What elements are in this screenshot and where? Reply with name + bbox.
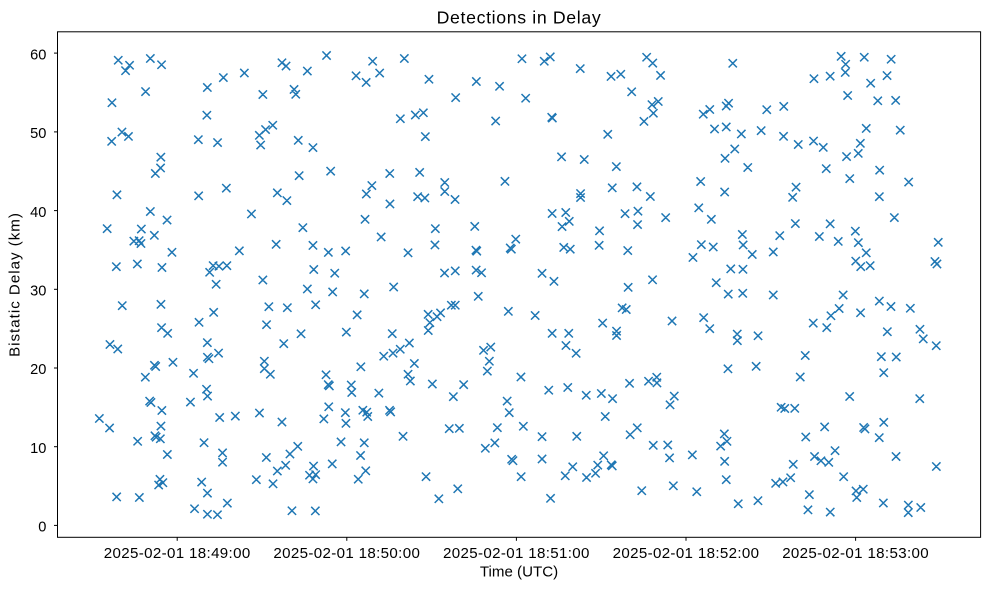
svg-text:Detections in Delay: Detections in Delay [437, 8, 602, 28]
svg-text:2025-02-01 18:52:00: 2025-02-01 18:52:00 [613, 545, 760, 562]
svg-text:2025-02-01 18:49:00: 2025-02-01 18:49:00 [104, 545, 251, 562]
svg-text:30: 30 [30, 284, 46, 300]
svg-text:2025-02-01 18:53:00: 2025-02-01 18:53:00 [782, 545, 929, 562]
svg-text:0: 0 [38, 520, 46, 536]
svg-text:40: 40 [30, 205, 46, 221]
svg-text:50: 50 [30, 126, 46, 142]
svg-text:10: 10 [30, 441, 46, 457]
svg-text:60: 60 [30, 47, 46, 63]
svg-text:Bistatic Delay (km): Bistatic Delay (km) [7, 212, 24, 357]
svg-text:2025-02-01 18:51:00: 2025-02-01 18:51:00 [443, 545, 590, 562]
svg-text:Time (UTC): Time (UTC) [480, 563, 558, 580]
svg-text:2025-02-01 18:50:00: 2025-02-01 18:50:00 [273, 545, 420, 562]
svg-text:20: 20 [30, 362, 46, 378]
